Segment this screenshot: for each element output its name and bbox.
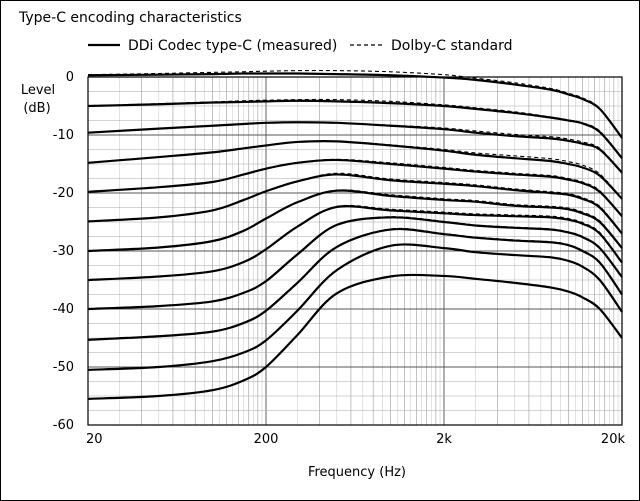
y-tick-label: -10 [53, 128, 74, 143]
standard-curve [87, 204, 623, 281]
y-tick-label: -20 [53, 186, 74, 201]
measured-curve [87, 273, 623, 400]
legend: DDi Codec type-C (measured) Dolby-C stan… [88, 38, 513, 54]
measured-curve [87, 189, 623, 253]
measured-curve [87, 158, 623, 217]
x-tick-label: 20k [601, 432, 626, 447]
x-tick-labels: 20 200 2k 20k [86, 432, 625, 447]
y-tick-label: -30 [53, 244, 74, 259]
y-axis-label-line-2: (dB) [23, 101, 50, 116]
measured-curve [87, 99, 623, 159]
y-tick-label: -40 [53, 302, 74, 317]
x-tick-label: 20 [86, 432, 103, 447]
plot-frame [87, 76, 623, 426]
x-axis-label: Frequency (Hz) [308, 465, 406, 480]
standard-curve [87, 158, 623, 217]
y-tick-label: -50 [53, 360, 74, 375]
standard-curve [87, 189, 623, 252]
y-tick-label: -60 [53, 418, 74, 433]
x-tick-label: 200 [254, 432, 279, 447]
legend-measured-label: DDi Codec type-C (measured) [128, 38, 337, 54]
measured-curve [87, 121, 623, 174]
y-tick-labels: 0 -10 -20 -30 -40 -50 -60 [53, 70, 74, 433]
measured-series [87, 72, 623, 400]
measured-curve [87, 243, 623, 371]
measured-curve [87, 227, 623, 341]
y-axis-label-line-1: Level [21, 83, 55, 98]
y-tick-label: 0 [66, 70, 74, 85]
x-tick-label: 2k [436, 432, 452, 447]
legend-standard-label: Dolby-C standard [391, 38, 513, 54]
measured-curve [87, 72, 623, 139]
measured-curve [87, 140, 623, 200]
measured-curve [87, 216, 623, 311]
measured-curve [87, 205, 623, 282]
chart-title: Type-C encoding characteristics [18, 10, 242, 26]
measured-curve [87, 173, 623, 235]
